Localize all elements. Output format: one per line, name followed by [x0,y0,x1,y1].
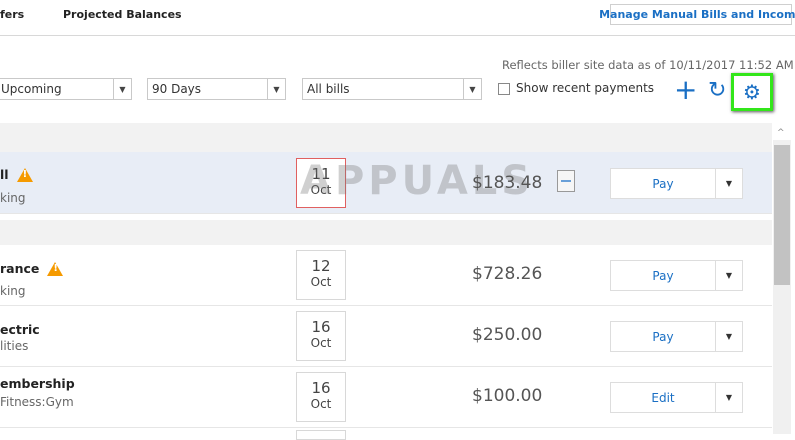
bill-name: ectric [0,322,40,337]
bill-amount: $728.26 [472,264,543,284]
chevron-down-icon: ▼ [267,79,285,99]
status-select[interactable]: Upcoming ▼ [0,78,132,100]
pay-button[interactable]: Pay [610,168,716,199]
manage-manual-bills-button[interactable]: Manage Manual Bills and Income [599,4,795,25]
range-value: 90 Days [152,82,202,96]
due-date: 16 Oct [296,372,346,422]
divider [0,35,795,36]
status-value: Upcoming [1,82,62,96]
section-divider [0,220,772,245]
warning-icon [16,167,33,182]
list-header [0,123,772,152]
bill-category: lities [0,339,29,353]
more-options-dropdown[interactable]: ▼ [715,321,743,352]
refresh-icon[interactable]: ↻ [708,78,727,103]
settings-button[interactable]: ⚙ [731,73,773,111]
bills-value: All bills [307,82,350,96]
bill-row[interactable] [0,367,772,428]
chevron-down-icon: ▼ [113,79,131,99]
pay-button[interactable]: Pay [610,321,716,352]
bill-amount: $183.48 [472,173,543,193]
more-options-dropdown[interactable]: ▼ [715,260,743,291]
plus-icon[interactable]: + [674,73,698,106]
bill-amount: $250.00 [472,325,543,345]
bill-name: embership [0,376,75,391]
bill-category: king [0,191,26,205]
bill-row[interactable] [0,306,772,367]
due-date [296,430,346,440]
bill-category: king [0,284,26,298]
scroll-up-icon[interactable]: ^ [777,128,785,138]
pay-button[interactable]: Pay [610,260,716,291]
edit-button[interactable]: Edit [610,382,716,413]
tab-transfers[interactable]: fers [0,8,25,21]
gear-icon: ⚙ [743,80,761,104]
bill-row[interactable] [0,245,772,306]
bills-select[interactable]: All bills ▼ [302,78,482,100]
biller-data-timestamp: Reflects biller site data as of 10/11/20… [502,58,794,72]
bill-category: Fitness:Gym [0,395,74,409]
bill-name: ll [0,167,33,182]
tab-projected-balances[interactable]: Projected Balances [63,8,182,21]
more-options-dropdown[interactable]: ▼ [715,168,743,199]
due-date: 11 Oct [296,158,346,208]
show-recent-label[interactable]: Show recent payments [516,81,655,95]
range-select[interactable]: 90 Days ▼ [147,78,286,100]
watermark: APPUALS [300,158,535,204]
due-date: 12 Oct [296,250,346,300]
show-recent-checkbox[interactable] [498,83,510,95]
more-options-dropdown[interactable]: ▼ [715,382,743,413]
scrollbar-thumb[interactable] [774,145,790,285]
due-date: 16 Oct [296,311,346,361]
bill-amount: $100.00 [472,386,543,406]
chevron-down-icon: ▼ [463,79,481,99]
document-icon[interactable] [557,170,575,192]
bill-name: rance [0,261,64,276]
warning-icon [47,261,64,276]
